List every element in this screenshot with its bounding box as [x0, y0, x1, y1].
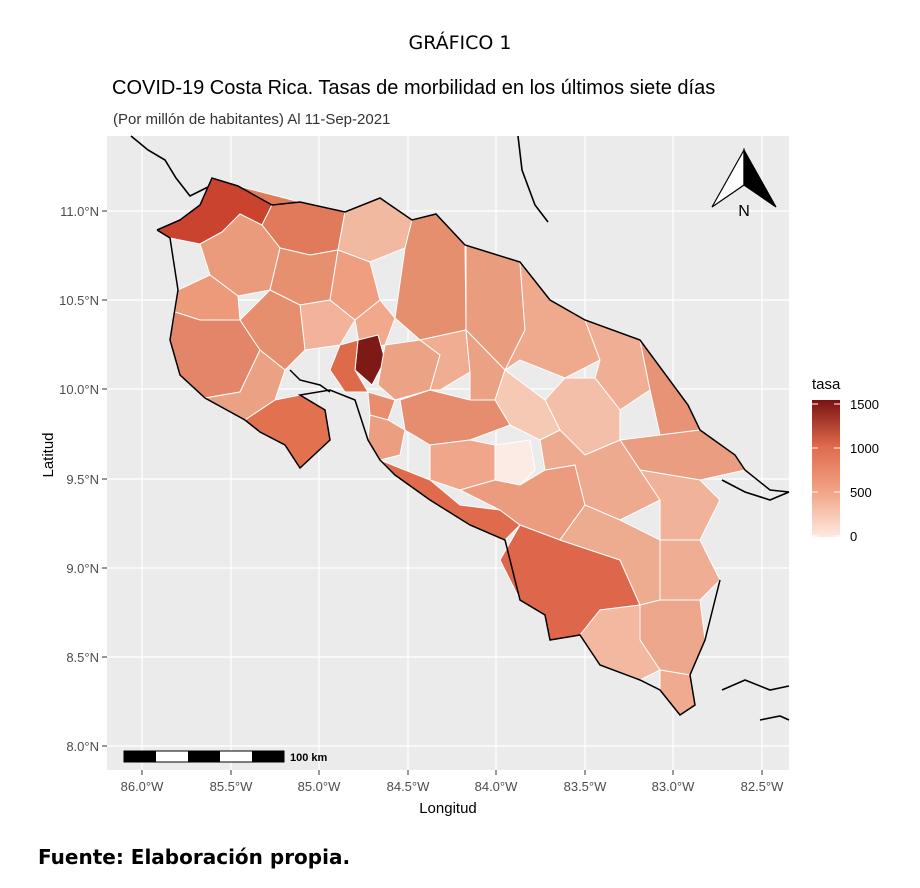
x-tick-label: 85.0°W [298, 779, 342, 794]
x-tick-label: 83.5°W [564, 779, 608, 794]
y-tick-label: 10.0°N [59, 382, 99, 397]
y-tick-label: 8.5°N [66, 650, 99, 665]
legend-tick-label: 1000 [850, 441, 879, 456]
legend-tick-label: 0 [850, 529, 857, 544]
figure-label: GRÁFICO 1 [408, 32, 512, 54]
x-tick-label: 84.5°W [387, 779, 431, 794]
region-light-spot [494, 439, 536, 486]
north-arrow-label: N [738, 203, 750, 220]
y-tick-label: 9.5°N [66, 472, 99, 487]
x-tick-label: 83.0°W [652, 779, 696, 794]
y-tick-label: 10.5°N [59, 293, 99, 308]
x-axis-title: Longitud [419, 800, 477, 817]
legend-colorbar [812, 400, 840, 537]
y-tick-labels: 11.0°N 10.5°N 10.0°N 9.5°N 9.0°N 8.5°N 8… [59, 204, 99, 754]
y-tick-label: 8.0°N [66, 739, 99, 754]
legend: tasa 1500 1000 500 0 [812, 376, 879, 544]
legend-title: tasa [812, 376, 841, 393]
neighbour-coastlines [130, 135, 790, 721]
map-title: COVID-19 Costa Rica. Tasas de morbilidad… [112, 77, 716, 99]
x-tick-labels: 86.0°W 85.5°W 85.0°W 84.5°W 84.0°W 83.5°… [121, 779, 785, 794]
legend-tick-label: 500 [850, 485, 872, 500]
y-axis-title: Latitud [40, 432, 57, 477]
axis-ticks [102, 210, 763, 775]
x-tick-label: 85.5°W [210, 779, 254, 794]
region-polygons [155, 177, 746, 716]
country-coastline [156, 177, 790, 717]
scale-bar-label: 100 km [290, 752, 328, 764]
x-tick-label: 82.5°W [741, 779, 785, 794]
map-subtitle: (Por millón de habitantes) Al 11-Sep-202… [113, 111, 391, 128]
source-note: Fuente: Elaboración propia. [38, 845, 351, 869]
region-golfito [559, 504, 661, 606]
legend-tick-label: 1500 [850, 397, 879, 412]
scale-bar: 100 km [123, 750, 328, 764]
x-tick-label: 84.0°W [475, 779, 519, 794]
y-tick-label: 11.0°N [60, 204, 99, 219]
north-arrow-icon: N [711, 147, 777, 220]
y-tick-label: 9.0°N [66, 561, 99, 576]
region-central-south [399, 389, 511, 446]
x-tick-label: 86.0°W [121, 779, 165, 794]
